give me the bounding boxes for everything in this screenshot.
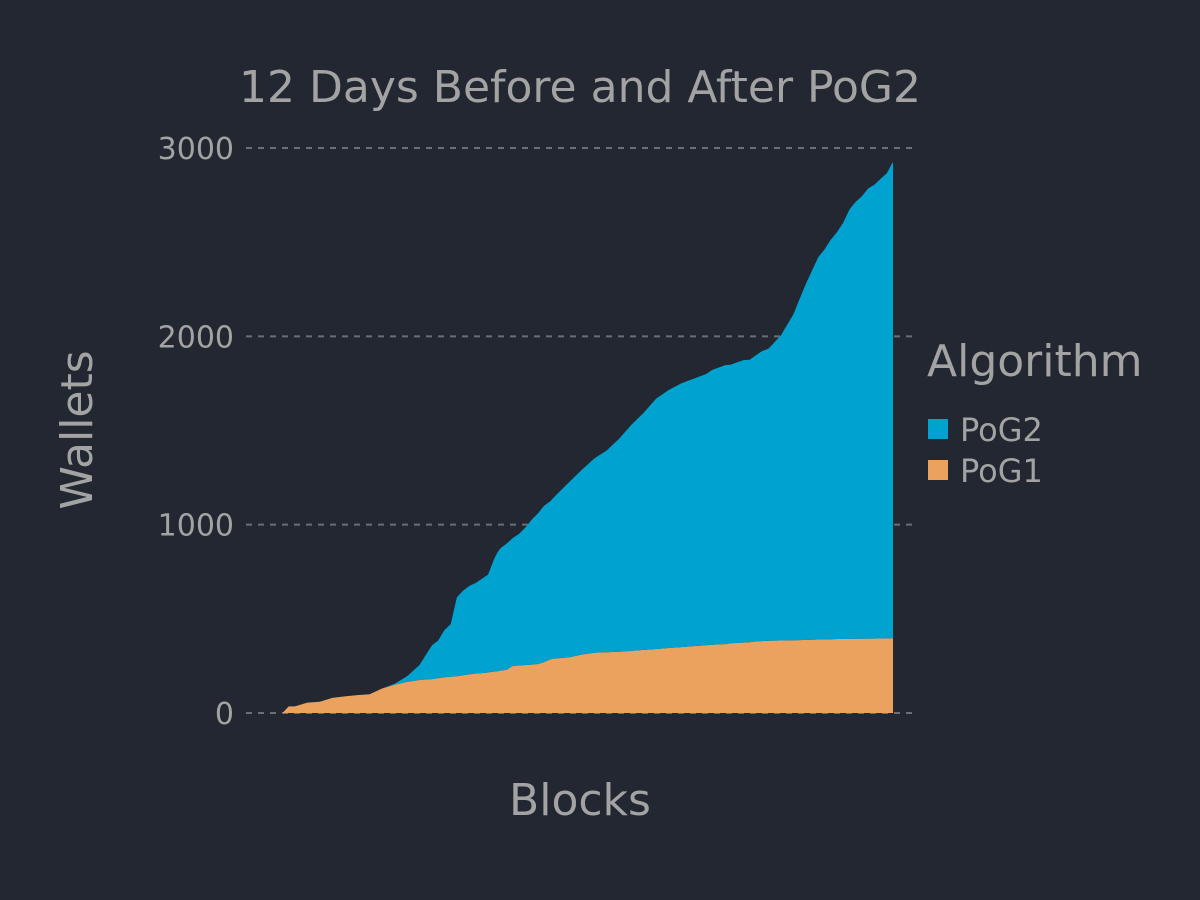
- legend-swatch-pog1: [928, 460, 948, 480]
- area-pog2: [270, 161, 893, 713]
- y-tick-label-2000: 2000: [158, 320, 234, 355]
- y-tick-label-3000: 3000: [158, 132, 234, 167]
- y-tick-label-0: 0: [215, 697, 234, 732]
- y-axis-ticks: 0 1000 2000 3000: [158, 132, 234, 732]
- y-tick-label-1000: 1000: [158, 509, 234, 544]
- chart-title: 12 Days Before and After PoG2: [239, 62, 921, 113]
- legend-label-pog2: PoG2: [960, 411, 1043, 449]
- legend-label-pog1: PoG1: [960, 452, 1043, 490]
- y-axis-label: Wallets: [52, 350, 103, 509]
- area-pog1: [270, 638, 893, 713]
- x-axis-label: Blocks: [509, 775, 651, 826]
- legend-title: Algorithm: [927, 336, 1143, 387]
- plot-area: [270, 161, 893, 713]
- legend-swatch-pog2: [928, 419, 948, 439]
